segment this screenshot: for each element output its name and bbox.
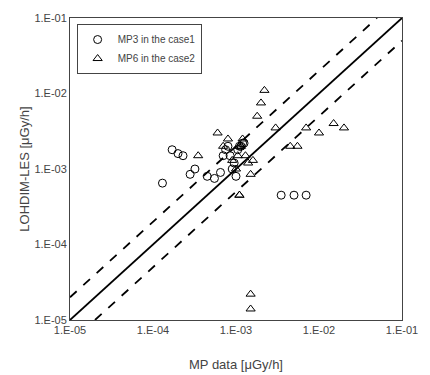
svg-text:1.E-04: 1.E-04 <box>137 324 169 336</box>
svg-text:MP3 in the case1: MP3 in the case1 <box>118 34 196 45</box>
svg-text:1.E-01: 1.E-01 <box>386 324 418 336</box>
svg-text:MP data [μGy/h]: MP data [μGy/h] <box>189 357 283 372</box>
svg-text:MP6 in the case2: MP6 in the case2 <box>118 53 196 64</box>
svg-text:1.E-04: 1.E-04 <box>34 238 66 250</box>
svg-text:1.E-03: 1.E-03 <box>34 163 66 175</box>
svg-text:1.E-03: 1.E-03 <box>220 324 252 336</box>
svg-text:1.E-02: 1.E-02 <box>303 324 335 336</box>
svg-text:1.E-02: 1.E-02 <box>34 87 66 99</box>
svg-text:LOHDIM-LES [μGy/h]: LOHDIM-LES [μGy/h] <box>17 106 32 231</box>
svg-text:1.E-05: 1.E-05 <box>54 324 86 336</box>
svg-text:1.E-01: 1.E-01 <box>34 12 66 24</box>
svg-text:1.E-05: 1.E-05 <box>34 314 66 326</box>
